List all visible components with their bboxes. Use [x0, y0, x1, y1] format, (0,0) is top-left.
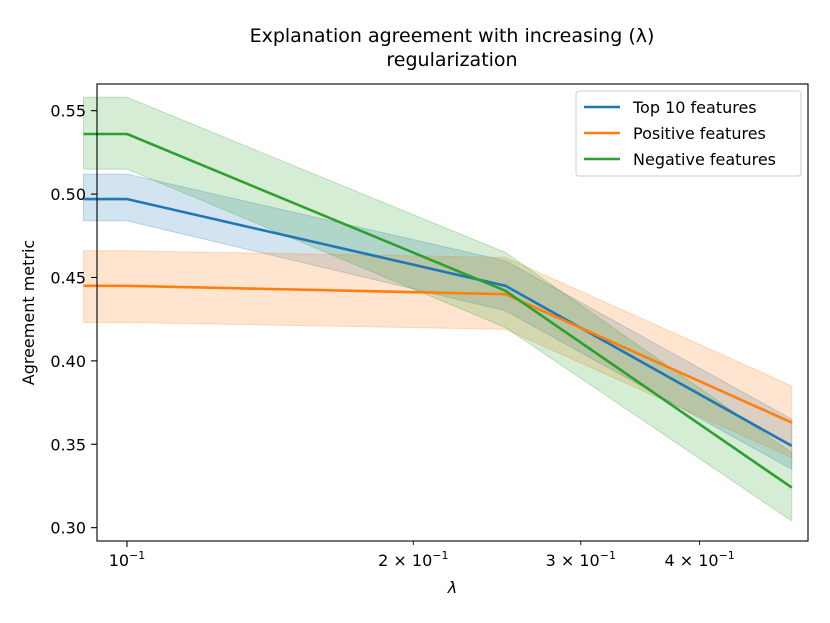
y-tick-label: 0.40 — [50, 352, 86, 371]
chart-title: Explanation agreement with increasing (λ… — [250, 25, 655, 71]
confidence-bands — [83, 96, 793, 522]
y-tick-label: 0.30 — [50, 519, 86, 538]
band-3 — [83, 96, 793, 522]
x-tick-label: 2 × 10−1 — [378, 549, 448, 570]
chart-title-line-2: regularization — [386, 49, 517, 71]
x-tick-label: 3 × 10−1 — [546, 549, 616, 570]
legend-label-2: Positive features — [633, 124, 766, 143]
legend-label-1: Top 10 features — [632, 98, 757, 117]
y-tick-label: 0.45 — [50, 268, 86, 287]
x-tick-label: 10−1 — [109, 549, 146, 570]
x-tick-label: 4 × 10−1 — [664, 549, 734, 570]
band-2 — [83, 250, 793, 459]
series-line-3 — [83, 132, 793, 489]
x-axis: 10−1 2 × 10−1 3 × 10−1 4 × 10−1 — [109, 541, 735, 570]
series-lines — [83, 132, 793, 489]
series-line-2 — [83, 284, 793, 424]
y-tick-label: 0.55 — [50, 102, 86, 121]
series-line-1 — [83, 197, 793, 448]
plot-frame — [96, 83, 809, 542]
y-axis-label: Agreement metric — [19, 240, 38, 385]
chart-title-line-1: Explanation agreement with increasing (λ… — [250, 25, 655, 47]
y-tick-label: 0.50 — [50, 185, 86, 204]
x-axis-label: λ — [447, 578, 457, 597]
legend-label-3: Negative features — [633, 150, 776, 169]
band-1 — [83, 173, 793, 471]
legend: Top 10 features Positive features Negative… — [575, 90, 802, 177]
y-tick-label: 0.35 — [50, 435, 86, 454]
y-axis: 0.30 0.35 0.40 0.45 0.50 0.55 — [50, 102, 97, 538]
legend-box — [575, 90, 802, 177]
